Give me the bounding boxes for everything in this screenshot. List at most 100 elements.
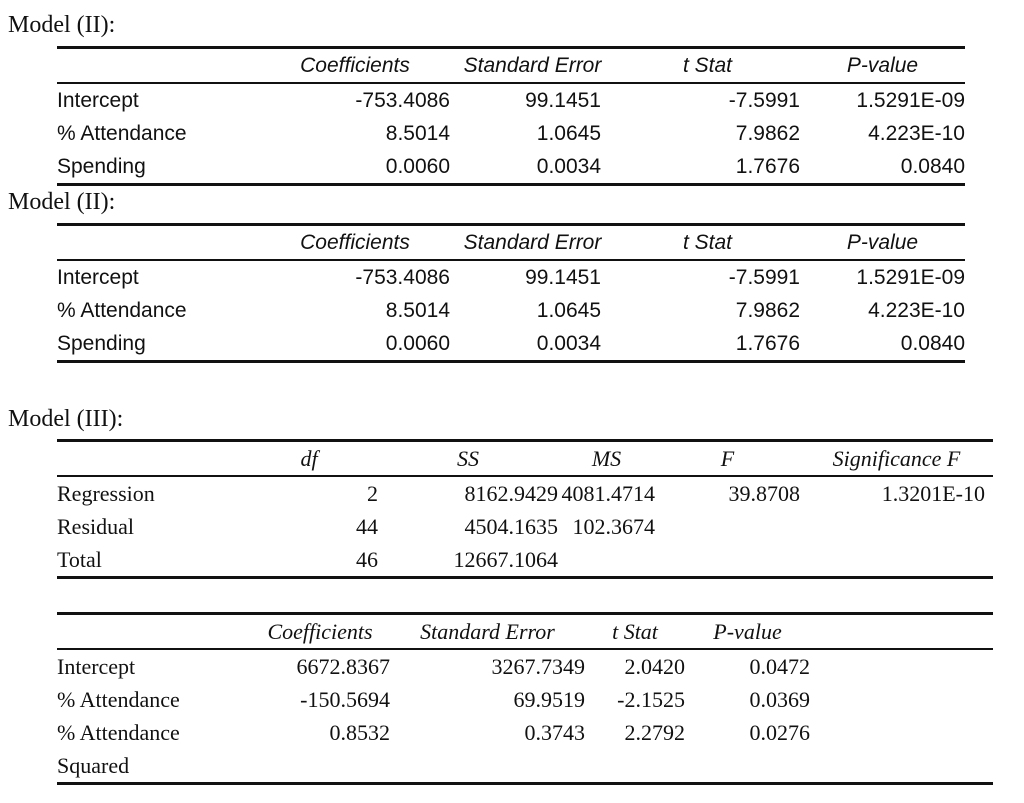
cell-p-value: 0.0276 [749,720,811,745]
cell-standard-error: 3267.7349 [491,654,586,679]
row-label: % Attendance [57,122,187,145]
col-header-coefficients: Coefficients [260,224,450,261]
cell-t-stat: 7.9862 [735,122,800,145]
cell-standard-error: 69.9519 [513,687,586,712]
model-iii-anova-table: df SS MS F Significance F Regression 2 8… [57,439,993,579]
table-row-regression: Regression 2 8162.9429 4081.4714 39.8708… [57,476,993,510]
cell-p-value: 0.0840 [900,332,965,355]
row-label: Spending [57,332,146,355]
cell-t-stat: 7.9862 [735,299,800,322]
cell-f [655,543,800,578]
row-label: Total [57,547,102,572]
cell-significance-f [800,510,993,543]
row-label: Intercept [57,266,139,289]
model-iii-title: Model (III): [8,406,124,432]
cell-t-stat: 2.2792 [624,720,686,745]
row-label: % Attendance Squared [57,720,180,778]
cell-standard-error: 0.3743 [524,720,586,745]
col-header-t-stat: t Stat [585,613,685,650]
col-header-p-value: P-value [800,224,965,261]
cell-coefficient: 0.0060 [385,332,450,355]
cell-t-stat: -7.5991 [728,266,800,289]
cell-ms [558,543,655,578]
cell-ss: 4504.1635 [464,514,559,539]
cell-ms: 4081.4714 [561,481,656,506]
empty-corner-header [57,613,250,650]
cell-coefficient: -150.5694 [300,687,390,712]
cell-coefficient: 8.5014 [385,299,450,322]
model-ii-title-2: Model (II): [8,189,116,215]
col-header-ms: MS [558,440,655,477]
header-row: Coefficients Standard Error t Stat P-val… [57,224,965,261]
cell-p-value: 1.5291E-09 [856,89,965,112]
cell-standard-error: 99.1451 [525,266,601,289]
cell-coefficient: 0.0060 [385,155,450,178]
row-label: % Attendance [57,687,180,712]
cell-p-value: 4.223E-10 [868,299,965,322]
col-header-standard-error: Standard Error [450,47,615,84]
header-row: Coefficients Standard Error t Stat P-val… [57,613,993,650]
table-row-residual: Residual 44 4504.1635 102.3674 [57,510,993,543]
col-header-coefficients: Coefficients [250,613,390,650]
empty-corner-header [57,47,260,84]
table-row-spending: Spending 0.0060 0.0034 1.7676 0.0840 [57,327,965,362]
cell-p-value: 1.5291E-09 [856,266,965,289]
table-row-intercept: Intercept 6672.8367 3267.7349 2.0420 0.0… [57,649,993,683]
row-label: Intercept [57,654,136,679]
col-header-significance-f: Significance F [800,440,993,477]
empty-filler-cell [810,649,993,683]
row-label: Regression [57,481,155,506]
table-row-spending: Spending 0.0060 0.0034 1.7676 0.0840 [57,150,965,185]
cell-standard-error: 1.0645 [536,299,601,322]
table-row-attendance: % Attendance 8.5014 1.0645 7.9862 4.223E… [57,117,965,150]
cell-standard-error: 0.0034 [536,332,601,355]
empty-corner-header [57,224,260,261]
cell-f [655,510,800,543]
cell-t-stat: -7.5991 [728,89,800,112]
row-label: Spending [57,155,146,178]
table-row-attendance: % Attendance 8.5014 1.0645 7.9862 4.223E… [57,294,965,327]
cell-t-stat: 1.7676 [735,332,800,355]
table-row-attendance-squared: % Attendance Squared 0.8532 0.3743 2.279… [57,716,993,784]
cell-ss: 8162.9429 [464,481,559,506]
cell-ms: 102.3674 [572,514,656,539]
cell-df: 2 [367,481,378,506]
model-ii-title-1: Model (II): [8,12,116,38]
col-header-df: df [240,440,378,477]
empty-filler-cell [810,716,993,784]
col-header-coefficients: Coefficients [260,47,450,84]
model-ii-coefficient-table-2: Coefficients Standard Error t Stat P-val… [57,223,965,363]
cell-coefficient: -753.4086 [355,266,450,289]
cell-coefficient: 8.5014 [385,122,450,145]
table-row-total: Total 46 12667.1064 [57,543,993,578]
cell-t-stat: 1.7676 [735,155,800,178]
row-label: Intercept [57,89,139,112]
col-header-f: F [655,440,800,477]
cell-significance-f [800,543,993,578]
cell-ss: 12667.1064 [453,547,559,572]
cell-standard-error: 1.0645 [536,122,601,145]
header-row: df SS MS F Significance F [57,440,993,477]
table-row-intercept: Intercept -753.4086 99.1451 -7.5991 1.52… [57,83,965,117]
cell-f: 39.8708 [728,481,801,506]
col-header-p-value: P-value [685,613,810,650]
cell-p-value: 0.0369 [749,687,811,712]
cell-df: 46 [356,547,378,572]
cell-coefficient: -753.4086 [355,89,450,112]
cell-standard-error: 0.0034 [536,155,601,178]
cell-df: 44 [356,514,378,539]
cell-coefficient: 0.8532 [329,720,391,745]
col-header-t-stat: t Stat [615,47,800,84]
col-header-t-stat: t Stat [615,224,800,261]
cell-p-value: 4.223E-10 [868,122,965,145]
cell-p-value: 0.0840 [900,155,965,178]
cell-significance-f: 1.3201E-10 [881,481,985,506]
cell-t-stat: 2.0420 [624,654,686,679]
empty-corner-header [57,440,240,477]
col-header-p-value: P-value [800,47,965,84]
row-label: Residual [57,514,134,539]
cell-coefficient: 6672.8367 [296,654,391,679]
table-row-attendance: % Attendance -150.5694 69.9519 -2.1525 0… [57,683,993,716]
col-header-standard-error: Standard Error [450,224,615,261]
